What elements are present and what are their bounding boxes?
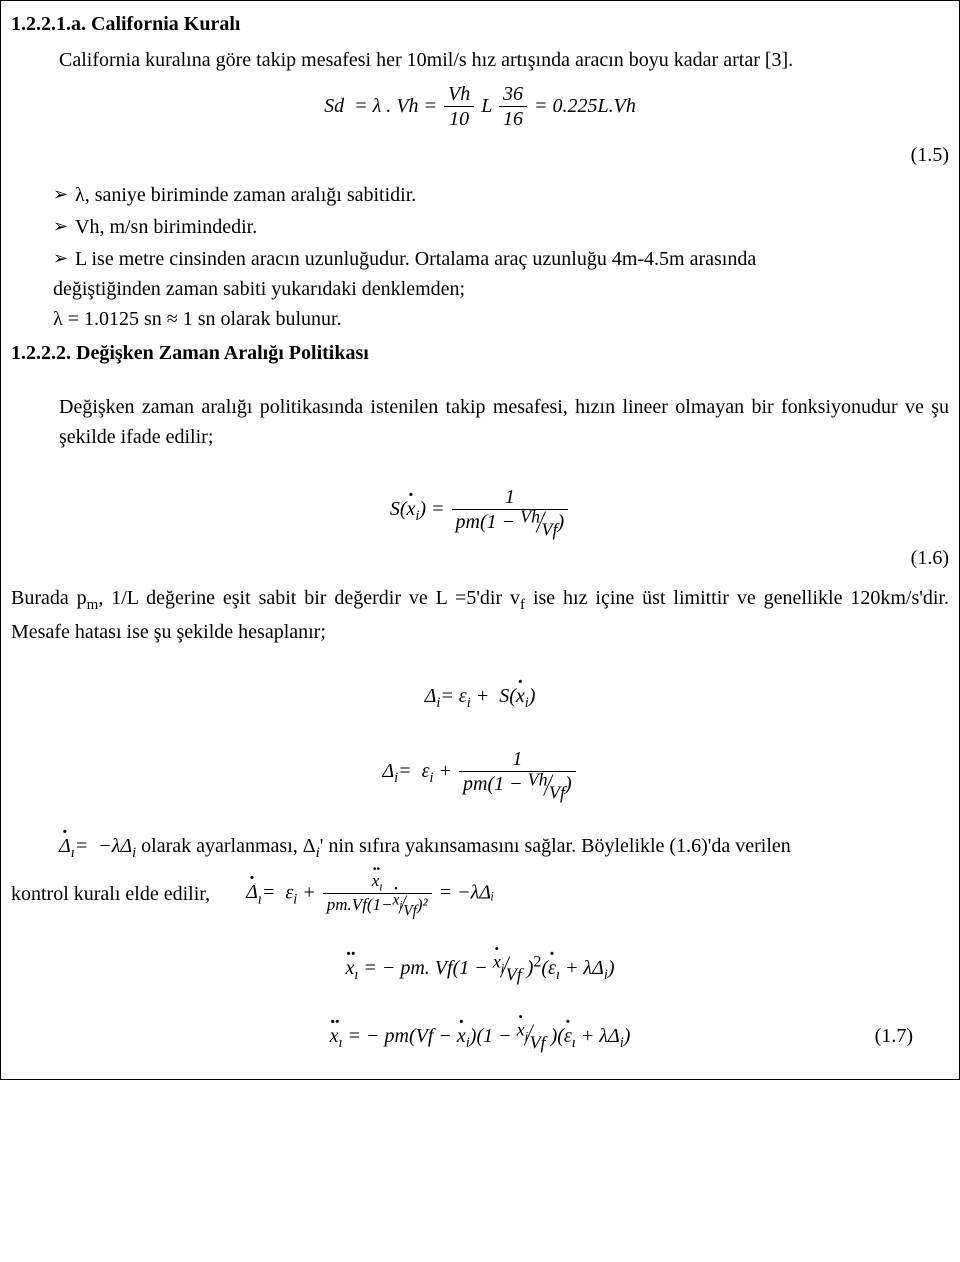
chevron-icon: ➢	[53, 212, 75, 241]
bullet-text: L ise metre cinsinden aracın uzunluğudur…	[75, 244, 949, 334]
page-frame: 1.2.2.1.a. California Kuralı California …	[0, 0, 960, 1080]
para-convergence: Δı= −λΔi olarak ayarlanması, Δi' nin sıf…	[11, 831, 949, 865]
eq-label-1-7: (1.7)	[875, 1021, 913, 1051]
bullet-item-lambda: ➢ λ, saniye biriminde zaman aralığı sabi…	[53, 180, 949, 210]
para-kontrol: kontrol kuralı elde edilir, Δı= εi + xı …	[11, 871, 949, 917]
bullet-text: λ, saniye biriminde zaman aralığı sabiti…	[75, 180, 949, 210]
equation-kontrol: Δı= εi + xı pm.Vf(1−xi⁄Vf)² = −λΔᵢ	[246, 871, 494, 917]
chevron-icon: ➢	[53, 180, 75, 209]
equation-1-7b: xı = − pm(Vf − xi)(1 − xi⁄Vf )(εı + λΔi)	[330, 1025, 631, 1047]
eq-label-1-5: (1.5)	[11, 140, 960, 170]
para-pm-desc: Burada pm, 1/L değerine eşit sabit bir d…	[11, 583, 949, 647]
eq-label-1-6: (1.6)	[11, 543, 960, 573]
equation-1-7b-row: xı = − pm(Vf − xi)(1 − xi⁄Vf )(εı + λΔi)…	[11, 1021, 949, 1055]
heading-1221a: 1.2.2.1.a. California Kuralı	[11, 9, 949, 39]
equation-delta-simple: Δi= εi + S(xi)	[11, 681, 949, 715]
bullet-item-vh: ➢ Vh, m/sn birimindedir.	[53, 212, 949, 242]
chevron-icon: ➢	[53, 244, 75, 273]
equation-1-7a: xı = − pm. Vf(1 − xi⁄Vf )2(εı + λΔi)	[11, 951, 949, 987]
equation-delta-expanded: Δi= εi + 1 pm(1 − Vh⁄Vf)	[11, 748, 949, 797]
bullet-list: ➢ λ, saniye biriminde zaman aralığı sabi…	[11, 180, 949, 334]
kontrol-text: kontrol kuralı elde edilir,	[11, 879, 210, 909]
equation-1-6: S(xi) = 1 pm(1 − Vh⁄Vf)	[11, 486, 949, 535]
bullet-text: Vh, m/sn birimindedir.	[75, 212, 949, 242]
para-california-desc: California kuralına göre takip mesafesi …	[11, 45, 949, 75]
equation-1-5: Sd = λ . Vh = Vh10 L 3616 = 0.225L.Vh	[11, 83, 949, 132]
bullet-item-L: ➢ L ise metre cinsinden aracın uzunluğud…	[53, 244, 949, 334]
para-variable-policy: Değişken zaman aralığı politikasında ist…	[11, 392, 949, 452]
heading-1222: 1.2.2.2. Değişken Zaman Aralığı Politika…	[11, 338, 949, 368]
